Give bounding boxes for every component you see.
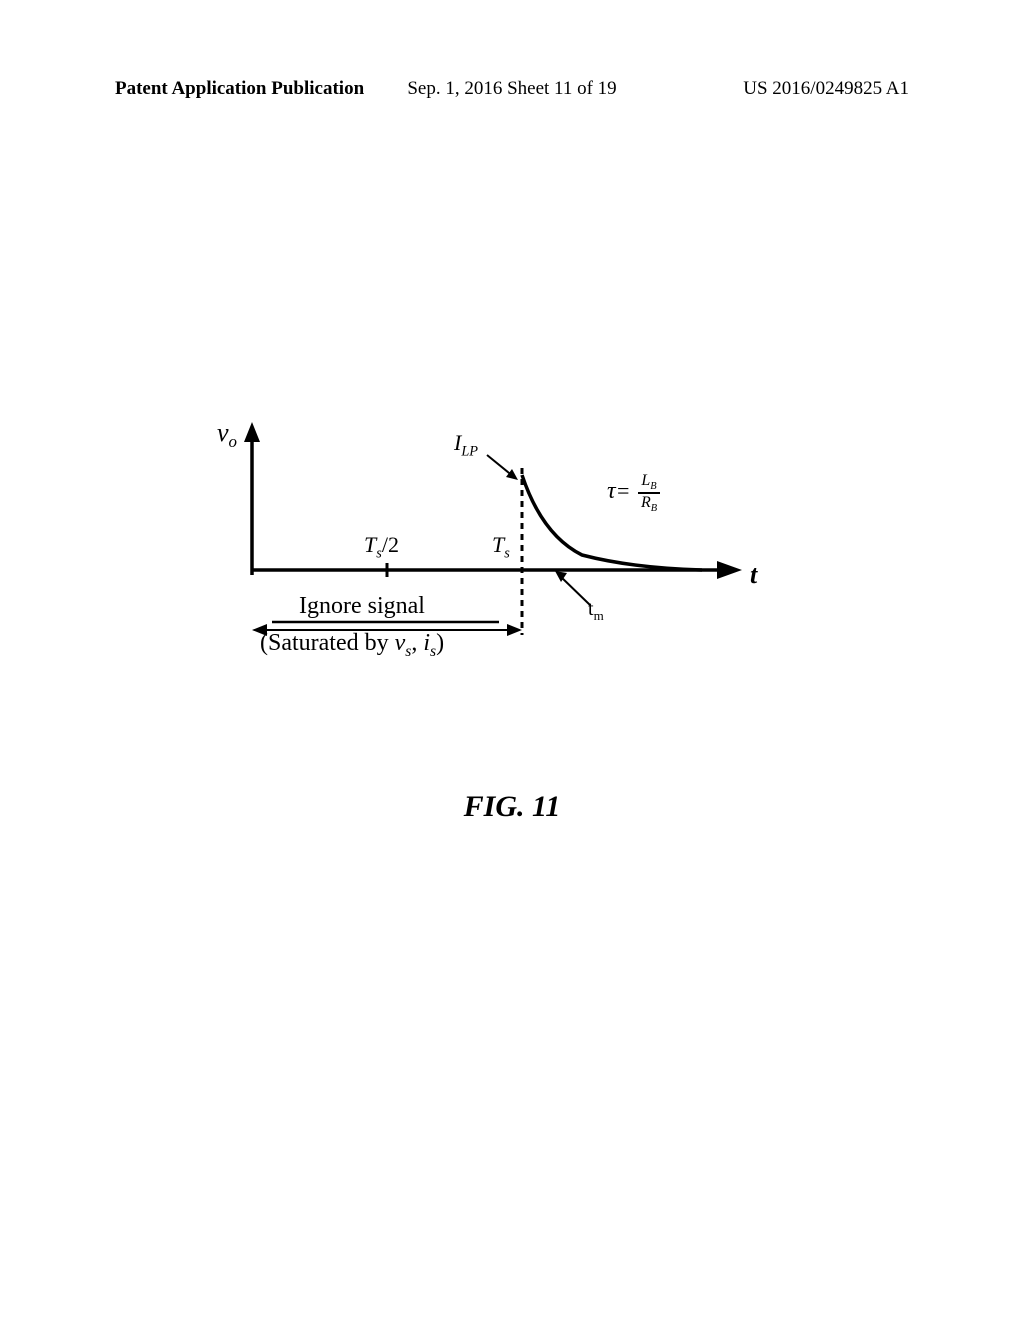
header-center: Sep. 1, 2016 Sheet 11 of 19 (407, 78, 616, 100)
tm-label: tm (588, 598, 604, 624)
header-right: US 2016/0249825 A1 (743, 78, 909, 100)
x-axis-label: t (750, 560, 757, 590)
tau-equation: τ= LB RB (607, 472, 660, 514)
ilp-label: ILP (454, 430, 478, 460)
header-left: Patent Application Publication (115, 78, 364, 100)
ts-label: Ts (492, 532, 510, 562)
ts-half-label: Ts/2 (364, 532, 399, 562)
figure-number: FIG. 11 (464, 790, 561, 824)
y-axis-label: vo (217, 418, 237, 452)
figure-diagram: vo t ILP τ= LB RB Ts/2 Ts tm Ignore sign… (212, 420, 812, 680)
ignore-signal-label: Ignore signal (299, 593, 425, 620)
saturated-label: (Saturated by vs, is) (260, 630, 444, 661)
